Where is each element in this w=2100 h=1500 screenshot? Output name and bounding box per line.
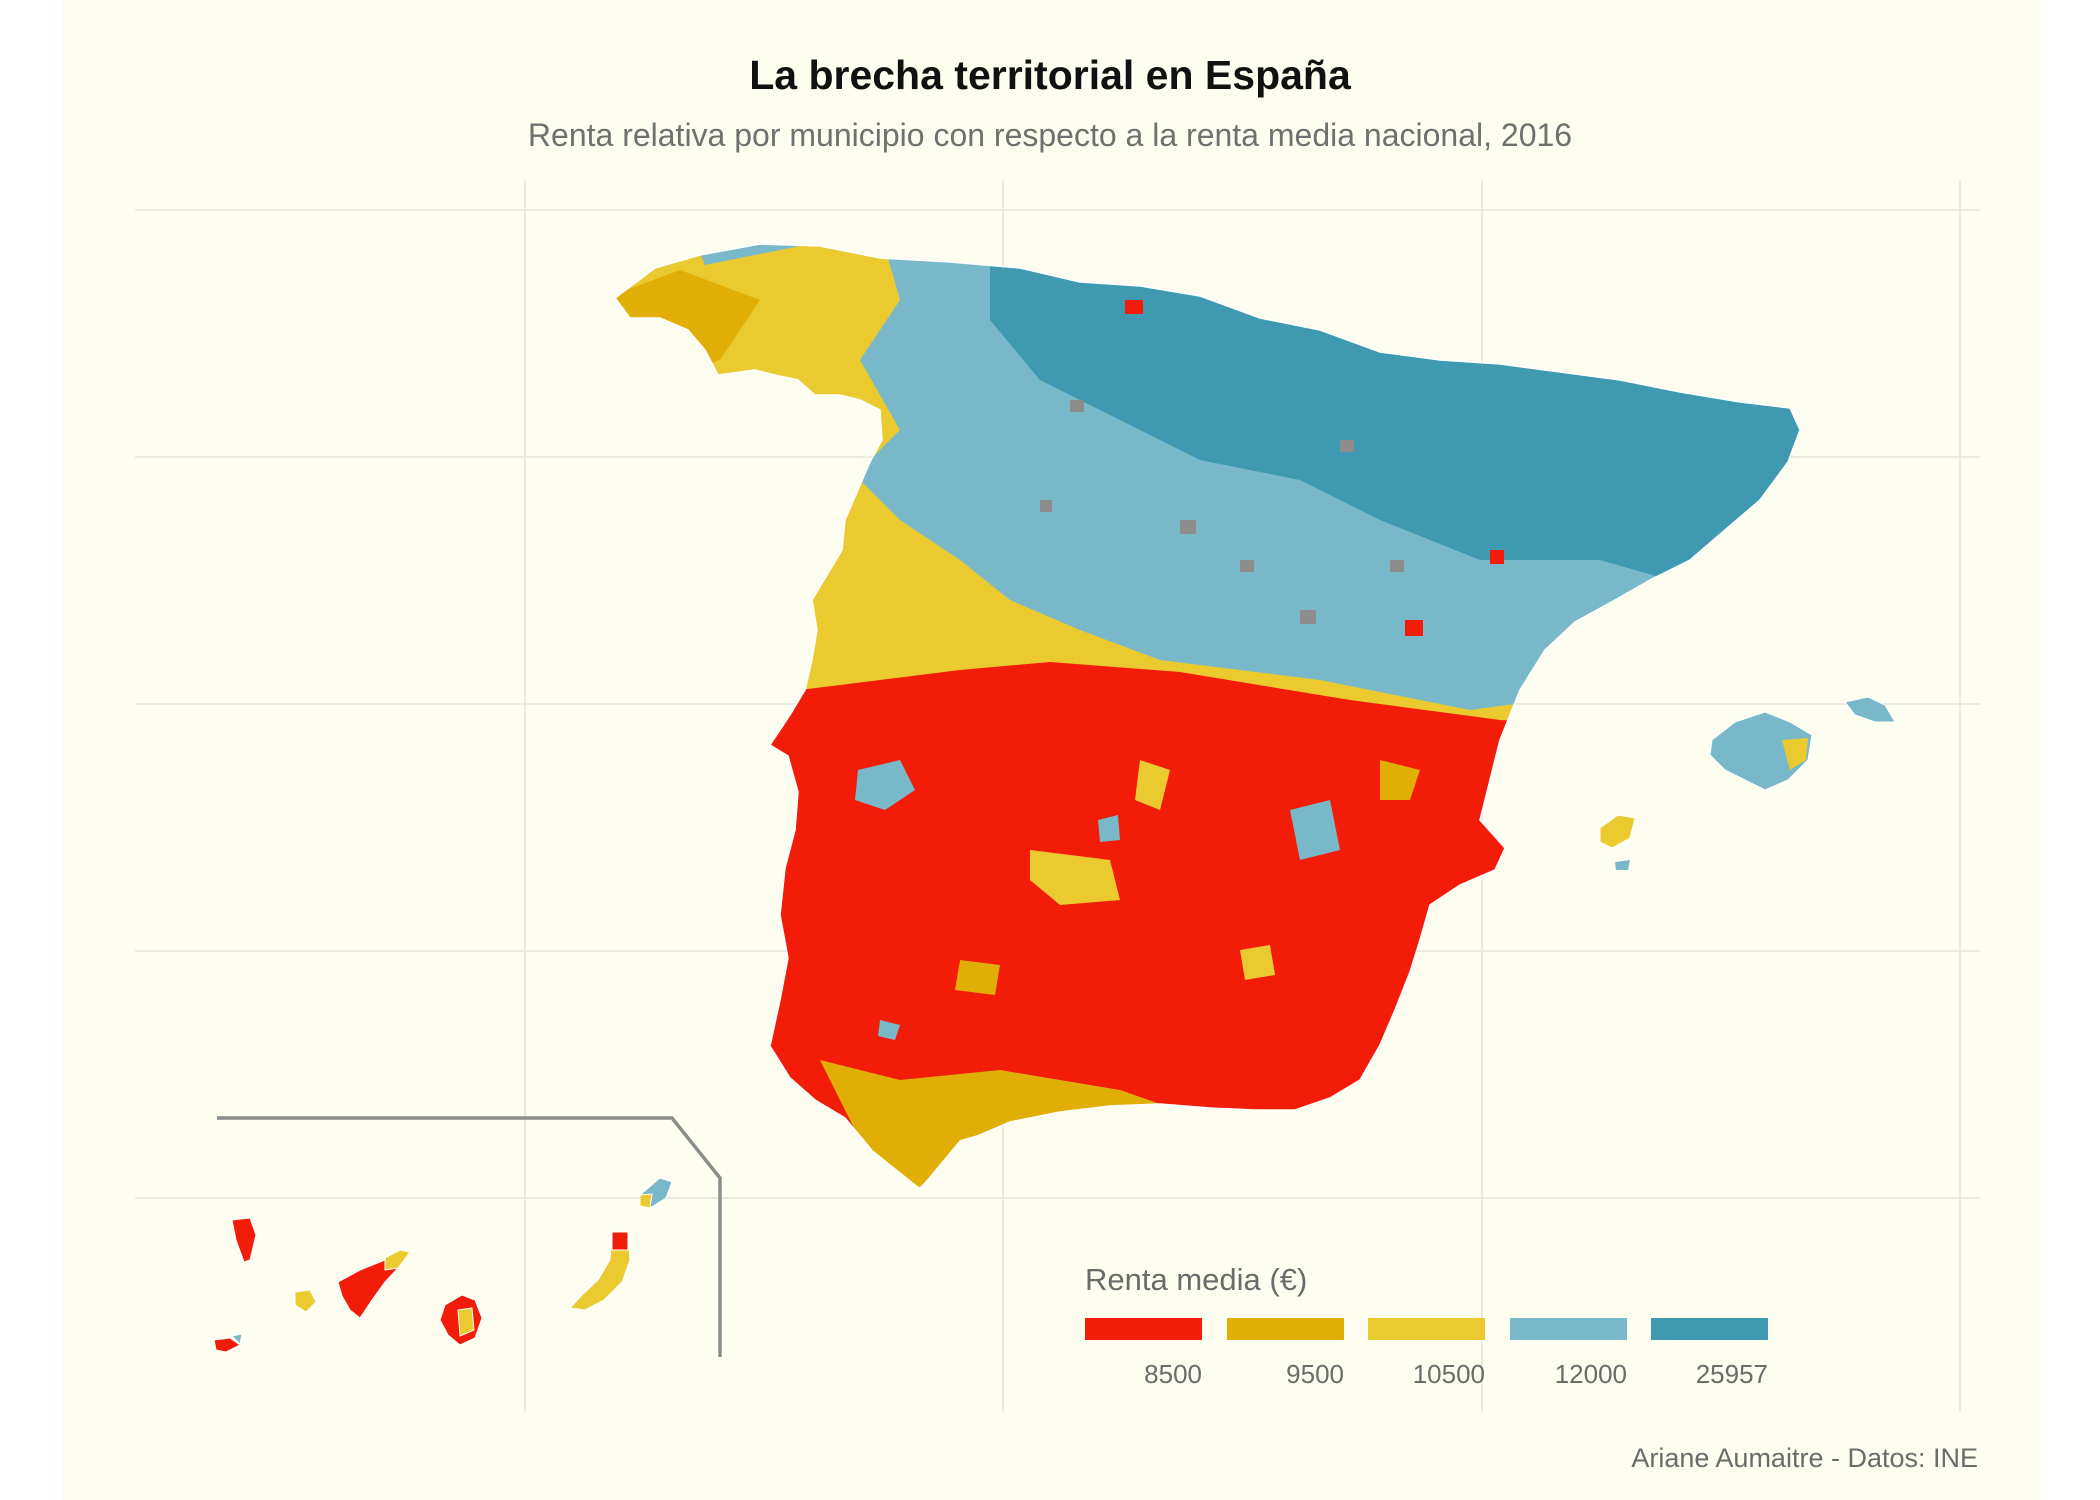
patch: [1180, 520, 1196, 534]
patches-missing: [1040, 400, 1404, 624]
legend-label-25957: 25957: [1695, 1359, 1768, 1389]
patch: [1405, 620, 1423, 636]
patch: [878, 1020, 900, 1040]
legend-label-10500: 10500: [1412, 1359, 1485, 1389]
patch: [690, 395, 708, 411]
la-gomera: [294, 1289, 317, 1313]
el-hierro: [213, 1337, 241, 1353]
legend-swatch-10500: [1368, 1318, 1485, 1340]
legend-swatch-12000: [1510, 1318, 1627, 1340]
legend-swatch-9500: [1227, 1318, 1344, 1340]
patch: [955, 960, 1000, 995]
la-palma: [231, 1217, 257, 1263]
canarias-inset-frame: [217, 1116, 722, 1357]
patch: [1030, 850, 1120, 905]
map-subtitle: Renta relativa por municipio con respect…: [527, 117, 1573, 153]
patch: [1125, 300, 1143, 314]
mallorca-east: [1782, 738, 1808, 770]
patch: [1380, 760, 1420, 800]
patch: [1490, 550, 1504, 564]
map-title: La brecha territorial en España: [749, 52, 1351, 98]
mallorca: [1709, 711, 1813, 791]
patch: [855, 760, 915, 810]
patch: [1240, 560, 1254, 572]
band-low: [820, 1060, 1160, 1188]
menorca: [1844, 696, 1896, 723]
patch: [1300, 610, 1316, 624]
patch: [1040, 500, 1052, 512]
tenerife-n: [384, 1249, 411, 1271]
legend-swatch-8500: [1085, 1318, 1202, 1340]
fuerteventura: [568, 1231, 631, 1311]
patches-blue-south: [855, 760, 1340, 1040]
patch: [1290, 800, 1340, 860]
source-caption: Ariane Aumaitre - Datos: INE: [1631, 1443, 1978, 1473]
patch: [1098, 815, 1120, 842]
patch: [1390, 560, 1404, 572]
patches-yellow-south: [955, 760, 1420, 995]
fuerteventura-n: [611, 1231, 629, 1251]
patch: [1240, 945, 1275, 980]
legend-label-8500: 8500: [1144, 1359, 1202, 1389]
legend-label-9500: 9500: [1286, 1359, 1344, 1389]
patch: [1070, 400, 1084, 412]
gran-canaria-c: [457, 1307, 475, 1337]
formentera: [1615, 860, 1630, 870]
patch: [1340, 440, 1354, 452]
legend-swatch-25957: [1651, 1318, 1768, 1340]
lanzarote-s: [639, 1193, 653, 1209]
ibiza: [1599, 814, 1636, 849]
patch: [1135, 760, 1170, 810]
baleares: [1599, 696, 1896, 870]
peninsula-outline: [613, 243, 1801, 1189]
legend-title: Renta media (€): [1085, 1262, 1308, 1297]
legend-label-12000: 12000: [1554, 1359, 1627, 1389]
canarias: [213, 1177, 673, 1353]
el-hierro-b: [230, 1333, 243, 1346]
